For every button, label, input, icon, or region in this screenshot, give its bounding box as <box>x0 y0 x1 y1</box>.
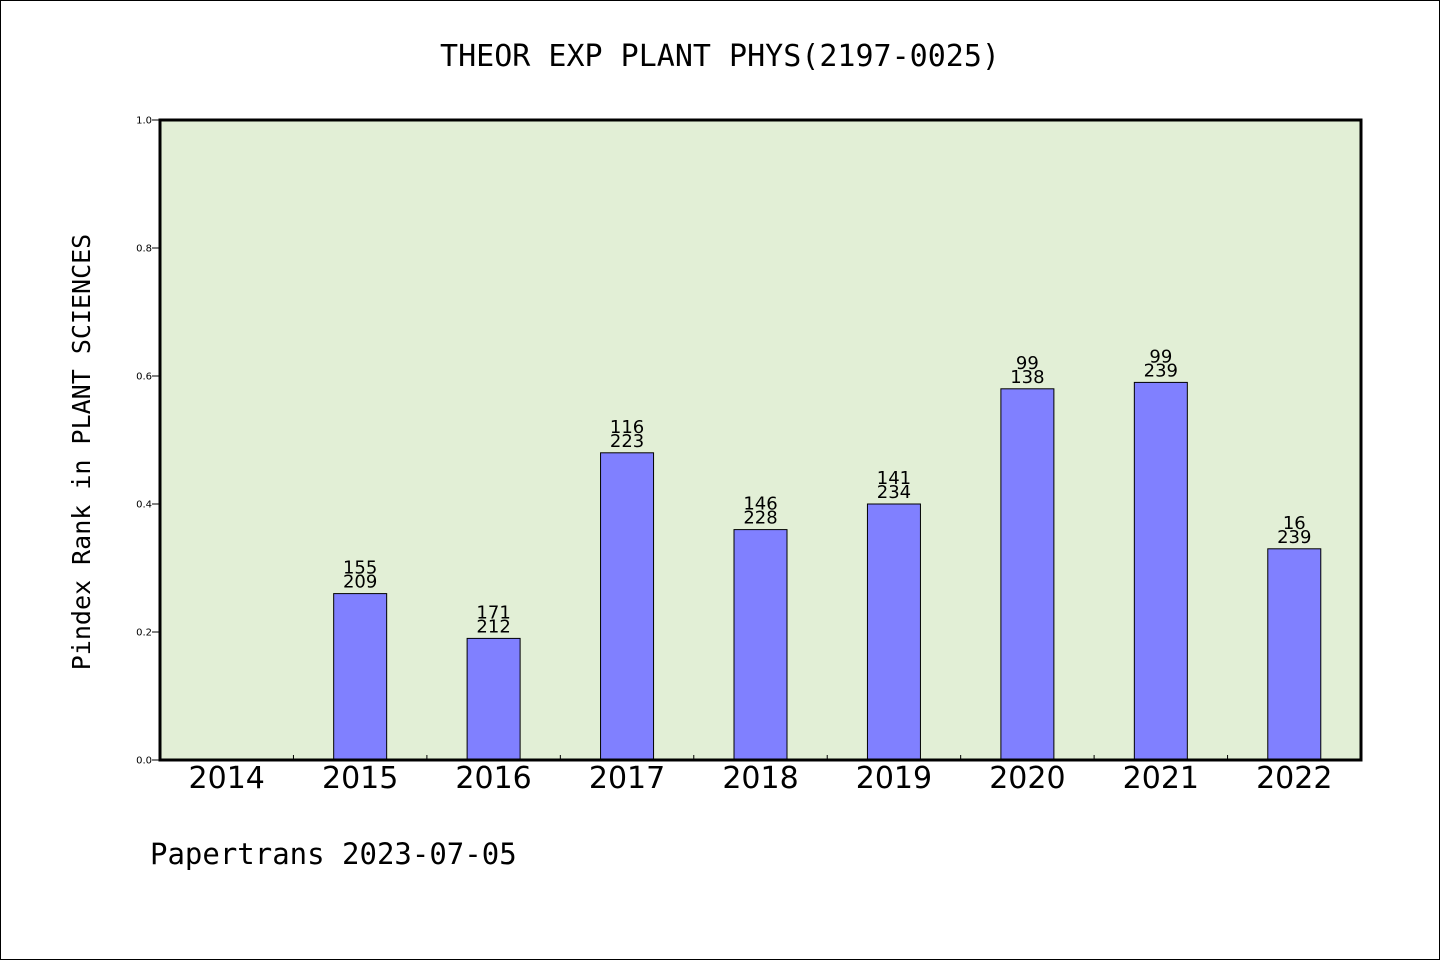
data-label-top: 171 <box>476 602 510 623</box>
y-axis-label: Pindex Rank in PLANT SCIENCES <box>67 234 96 671</box>
data-label-top: 141 <box>877 468 911 489</box>
bar <box>866 503 921 761</box>
y-tick-label: 1.0 <box>136 116 152 127</box>
bar <box>600 452 655 761</box>
data-label-top: 116 <box>610 417 644 438</box>
bar <box>1267 548 1322 761</box>
bar <box>1000 388 1055 761</box>
x-tick-label: 2015 <box>322 761 398 796</box>
x-tick-label: 2021 <box>1123 761 1199 796</box>
x-tick-label: 2016 <box>455 761 531 796</box>
x-tick-label: 2017 <box>589 761 665 796</box>
y-tick-label: 0.2 <box>136 628 152 639</box>
data-label-bottom: 239 <box>1277 527 1311 548</box>
data-label-top: 16 <box>1283 513 1306 534</box>
bar <box>466 637 521 761</box>
plot-border <box>158 118 1363 762</box>
data-label-top: 99 <box>1016 353 1039 374</box>
bars: 1552091712121162231462281412349913899239… <box>333 346 1322 761</box>
y-tick-label: 0.4 <box>136 500 152 511</box>
data-label-bottom: 228 <box>743 508 777 529</box>
x-tick-label: 2020 <box>989 761 1065 796</box>
chart-title: THEOR EXP PLANT PHYS(2197-0025) <box>440 39 1000 74</box>
x-tick-label: 2022 <box>1256 761 1332 796</box>
data-label-top: 99 <box>1149 346 1172 367</box>
data-label-top: 155 <box>343 558 377 579</box>
data-label-top: 146 <box>743 494 777 515</box>
bar <box>333 593 388 761</box>
axis-ticks: 0.0 0.2 0.4 0.6 0.8 1.0 2014 2015 2016 2017 2018 20… <box>136 116 1332 797</box>
x-tick-label: 2018 <box>722 761 798 796</box>
data-label-bottom: 212 <box>476 616 510 637</box>
data-label-bottom: 234 <box>877 482 911 503</box>
y-tick-label: 0.6 <box>136 372 152 383</box>
footer-text: Papertrans 2023-07-05 <box>150 837 517 871</box>
x-tick-label: 2019 <box>856 761 932 796</box>
bar <box>733 529 788 761</box>
data-label-bottom: 223 <box>610 431 644 452</box>
y-tick-label: 0.0 <box>136 756 152 767</box>
data-label-bottom: 209 <box>343 572 377 593</box>
x-tick-label: 2014 <box>189 761 265 796</box>
data-label-bottom: 138 <box>1010 367 1044 388</box>
bar <box>1133 381 1188 761</box>
data-label-bottom: 239 <box>1144 360 1178 381</box>
y-tick-label: 0.8 <box>136 244 152 255</box>
